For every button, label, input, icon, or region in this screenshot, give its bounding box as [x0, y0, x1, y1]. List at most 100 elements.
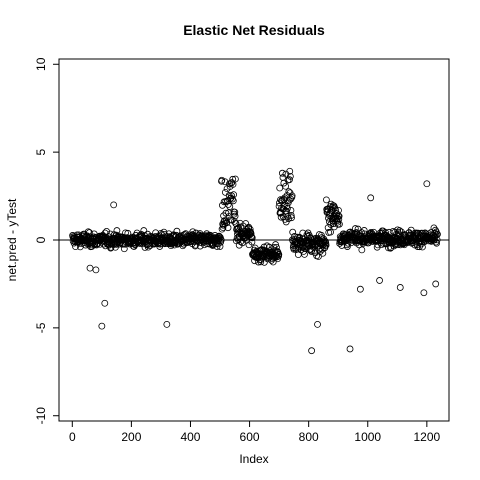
data-point	[299, 229, 307, 237]
y-tick-label: -10	[34, 407, 48, 425]
data-point	[273, 243, 280, 251]
data-point	[348, 229, 356, 237]
x-tick-label: 1200	[413, 430, 440, 444]
data-point	[110, 201, 118, 209]
data-point	[221, 178, 229, 186]
data-point	[286, 176, 293, 184]
data-point	[157, 229, 165, 237]
data-point	[396, 284, 404, 291]
data-point	[221, 188, 229, 196]
data-point	[287, 206, 295, 214]
data-point	[434, 230, 441, 238]
data-point	[356, 285, 364, 293]
data-point	[248, 238, 256, 246]
data-point	[98, 322, 106, 330]
x-tick-label: 0	[69, 430, 76, 444]
data-point	[431, 236, 438, 244]
data-point	[101, 229, 109, 237]
data-point	[272, 241, 279, 248]
data-point	[335, 212, 343, 220]
data-point	[288, 192, 296, 200]
data-point	[140, 227, 148, 234]
x-tick-label: 200	[121, 430, 141, 444]
data-point	[396, 227, 404, 235]
data-point	[283, 207, 290, 215]
data-point	[231, 212, 239, 220]
y-tick-label: -5	[34, 322, 48, 333]
data-point	[420, 289, 428, 297]
x-tick-label: 600	[240, 430, 260, 444]
data-point	[314, 320, 321, 328]
chart-title: Elastic Net Residuals	[183, 22, 325, 38]
data-point	[231, 175, 239, 183]
data-point	[343, 243, 351, 250]
data-point	[101, 299, 109, 307]
data-point	[189, 228, 197, 236]
data-point	[276, 184, 284, 192]
data-point	[308, 347, 316, 355]
data-point	[228, 179, 236, 186]
data-point	[315, 253, 322, 260]
data-point	[224, 201, 232, 208]
data-point	[273, 247, 281, 255]
data-point	[367, 194, 375, 202]
data-point	[335, 215, 343, 223]
data-point	[433, 239, 440, 247]
data-point	[376, 277, 383, 284]
y-tick-label: 5	[34, 148, 48, 155]
data-point	[286, 172, 294, 180]
data-point	[284, 199, 292, 207]
x-axis-label: Index	[239, 452, 268, 466]
data-point	[144, 243, 152, 251]
data-point	[275, 251, 283, 258]
x-tick-label: 1000	[354, 430, 381, 444]
data-point	[322, 241, 330, 249]
y-axis-label: net.pred - yTest	[5, 198, 19, 281]
data-point	[432, 280, 440, 288]
data-point	[217, 236, 225, 244]
data-point	[218, 201, 226, 209]
data-point	[317, 231, 325, 239]
data-point	[288, 214, 295, 222]
data-point	[289, 228, 297, 236]
data-point	[287, 195, 295, 203]
data-point	[86, 264, 94, 272]
y-tick-label: 0	[34, 236, 48, 243]
data-point	[335, 220, 343, 228]
x-axis: 0 200 400 600 800 1000 1200	[69, 421, 441, 444]
x-tick-label: 800	[299, 430, 319, 444]
data-point	[173, 227, 181, 235]
data-point	[120, 245, 128, 253]
x-tick-label: 400	[180, 430, 200, 444]
data-point	[218, 176, 226, 184]
residual-points	[69, 167, 441, 355]
data-point	[92, 266, 100, 274]
data-point	[358, 246, 366, 254]
data-point	[287, 212, 295, 219]
data-point	[327, 228, 334, 236]
data-point	[246, 225, 254, 233]
data-point	[84, 228, 92, 236]
data-point	[278, 169, 286, 177]
y-axis: -10 -5 0 5 10	[34, 57, 59, 424]
data-point	[86, 229, 93, 236]
data-point	[360, 227, 368, 234]
data-point	[382, 229, 389, 236]
data-point	[216, 234, 224, 242]
data-point	[269, 258, 277, 266]
data-point	[307, 248, 315, 255]
data-point	[226, 203, 234, 210]
y-tick-label: 10	[34, 57, 48, 71]
data-point	[229, 175, 237, 183]
data-point	[390, 242, 398, 250]
data-point	[322, 196, 330, 204]
data-point	[227, 179, 235, 187]
data-point	[163, 320, 171, 328]
data-point	[423, 180, 431, 188]
data-point	[247, 230, 255, 237]
data-point	[285, 188, 293, 196]
data-point	[282, 182, 290, 190]
data-point	[265, 243, 273, 251]
data-point	[378, 241, 386, 249]
